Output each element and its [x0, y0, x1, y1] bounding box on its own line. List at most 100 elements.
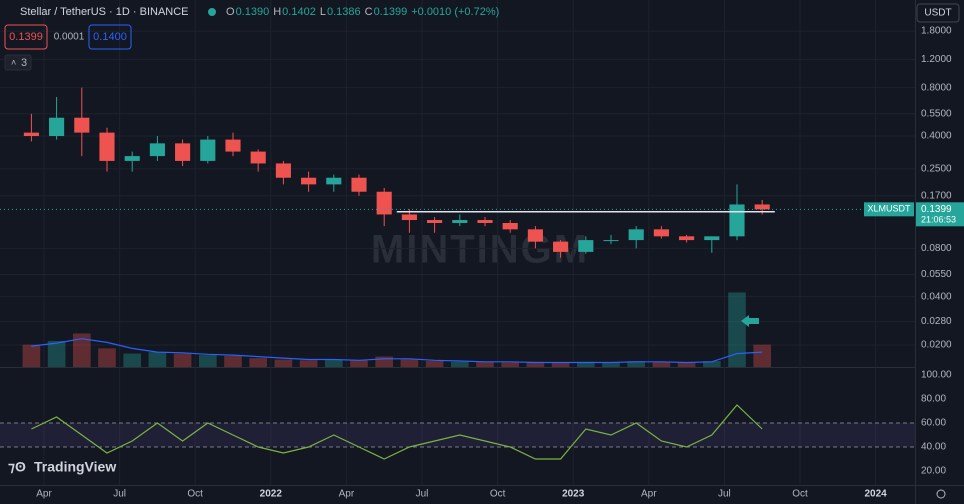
- buy-box[interactable]: [88, 24, 132, 50]
- volume-bar: [702, 361, 721, 367]
- y-tick-label: 0.0400: [921, 291, 952, 302]
- y-tick-label: 0.5500: [921, 108, 952, 119]
- symbol-title: Stellar / TetherUS · 1D · BINANCE: [20, 6, 189, 18]
- x-tick-label: Oct: [187, 489, 203, 500]
- candle-body: [427, 220, 443, 223]
- ohlc-key: C: [365, 6, 373, 18]
- y-tick-label: 0.0280: [921, 316, 952, 327]
- volume-bar: [476, 361, 494, 367]
- y-tick-label: 0.0550: [921, 269, 952, 280]
- y-tick-label: 0.1700: [921, 190, 952, 201]
- spread: 0.0001: [54, 32, 85, 43]
- volume-bar: [677, 362, 696, 367]
- volume-bar: [450, 361, 469, 367]
- volume-bar: [123, 353, 142, 367]
- sell-price[interactable]: 0.1399: [9, 31, 43, 43]
- candle-body: [527, 229, 543, 242]
- volume-bar: [425, 361, 444, 367]
- x-tick-label: Apr: [641, 489, 657, 500]
- y-tick-label: 0.2500: [921, 163, 952, 174]
- candle-body: [376, 191, 392, 215]
- y-tick-label: 1.8000: [921, 26, 952, 37]
- candle-body: [603, 240, 619, 242]
- y-tick-label: 0.4000: [921, 131, 952, 142]
- settings-icon[interactable]: [936, 489, 946, 499]
- x-tick-label: 2024: [864, 489, 887, 500]
- candle-body: [351, 177, 367, 192]
- symbol-label-box: [864, 202, 914, 217]
- ohlc-value: 0.1399: [374, 6, 408, 18]
- volume-bar: [375, 356, 394, 367]
- candle-body: [275, 163, 291, 178]
- y-tick-label: 0.0800: [921, 243, 952, 254]
- currency[interactable]: USDT: [924, 8, 951, 19]
- ohlc-key: H: [273, 6, 281, 18]
- sell-box[interactable]: [4, 24, 48, 50]
- candle-body: [452, 220, 468, 223]
- rsi-tick-label: 60.00: [921, 418, 946, 429]
- x-tick-label: Apr: [339, 489, 355, 500]
- volume-bar: [551, 362, 570, 367]
- y-tick-label: 1.2000: [921, 54, 952, 65]
- volume-bar: [627, 361, 646, 367]
- candle-body: [578, 240, 594, 252]
- candle-body: [704, 236, 720, 241]
- status-dot: [208, 8, 216, 16]
- volume-bar: [400, 359, 419, 367]
- y-tick-label: 0.8000: [921, 82, 952, 93]
- price-label: 0.1399: [921, 204, 952, 215]
- candle-body: [99, 132, 115, 161]
- volume-bar: [198, 355, 217, 367]
- candle-body: [653, 229, 669, 237]
- price-label-box: [916, 202, 964, 227]
- volume-bar: [274, 359, 293, 367]
- x-tick-label: Jul: [113, 489, 126, 500]
- volume-bar: [602, 362, 620, 367]
- volume-bar: [728, 292, 746, 367]
- candle-body: [754, 204, 770, 210]
- symbol-label: XLMUSDT: [867, 204, 911, 214]
- volume-bar: [224, 355, 242, 367]
- volume-bar: [753, 344, 772, 367]
- logo-text: TradingView: [34, 459, 116, 475]
- volume-bar: [299, 360, 318, 367]
- candle-body: [628, 229, 644, 241]
- ohlc-key: L: [320, 6, 326, 18]
- chevron: ˄: [11, 57, 16, 67]
- countdown-label: 21:06:53: [921, 215, 956, 225]
- currency-select[interactable]: [916, 3, 960, 23]
- volume-bar: [350, 360, 368, 367]
- volume-bar: [148, 352, 167, 367]
- candle-body: [225, 139, 241, 152]
- buy-price[interactable]: 0.1400: [93, 31, 127, 43]
- volume-bar: [22, 344, 41, 367]
- x-tick-label: Jul: [416, 489, 429, 500]
- volume-bar: [72, 333, 91, 367]
- x-tick-label: Jul: [718, 489, 731, 500]
- watermark: MINTINGM: [371, 228, 589, 272]
- x-tick-label: 2023: [562, 489, 585, 500]
- ohlc-value: 0.1386: [327, 6, 361, 18]
- indicator-count[interactable]: 3: [21, 57, 27, 69]
- volume-bar: [47, 340, 66, 367]
- volume-bar: [501, 362, 520, 367]
- volume-bar: [98, 348, 116, 367]
- rsi-tick-label: 100.00: [921, 370, 952, 381]
- volume-bar: [526, 361, 545, 367]
- y-tick-label: 0.0200: [921, 340, 952, 351]
- candle-body: [124, 156, 140, 161]
- candle-body: [200, 139, 216, 161]
- rsi-tick-label: 80.00: [921, 394, 946, 405]
- candle-body: [250, 151, 266, 164]
- ohlc-key: O: [226, 6, 235, 18]
- logo-mark: ⁊ʘ: [8, 459, 26, 475]
- candle-body: [149, 143, 165, 157]
- candle-body: [326, 177, 342, 185]
- candle-body: [301, 177, 317, 185]
- indicator-toggle[interactable]: [4, 54, 32, 71]
- x-tick-label: Oct: [792, 489, 808, 500]
- candle-body: [553, 241, 569, 252]
- x-tick-label: Apr: [36, 489, 52, 500]
